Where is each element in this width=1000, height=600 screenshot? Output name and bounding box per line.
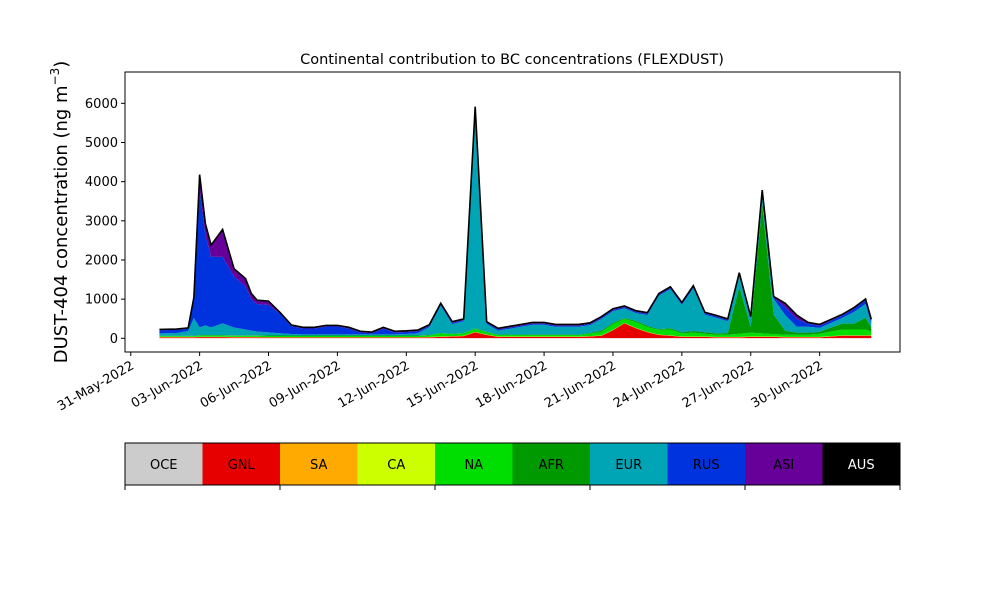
colorbar-swatch-oce <box>125 443 203 485</box>
y-tick-label: 4000 <box>85 175 118 190</box>
area-rus <box>159 107 872 335</box>
total-outline <box>159 106 873 333</box>
colorbar-swatch-ca <box>357 443 435 485</box>
y-axis-ticks: 0 1000 2000 3000 4000 5000 6000 <box>85 97 125 347</box>
colorbar-swatch-na <box>435 443 513 485</box>
y-axis-label-close: ) <box>51 61 72 68</box>
colorbar-label-rus: RUS <box>693 458 720 473</box>
area-na <box>159 318 872 338</box>
colorbar-swatch-rus <box>667 443 745 485</box>
x-tick-label: 18-Jun-2022 <box>473 358 550 411</box>
colorbar-swatch-afr <box>512 443 590 485</box>
colorbar-label-eur: EUR <box>615 458 642 473</box>
colorbar-label-afr: AFR <box>539 458 564 473</box>
colorbar-label-asi: ASI <box>773 458 794 473</box>
y-tick-label: 1000 <box>85 293 118 308</box>
colorbar-swatch-asi <box>745 443 823 485</box>
region-colorbar: OCE GNL SA CA NA AFR EUR RUS ASI AUS <box>124 442 901 490</box>
colorbar-swatch-aus <box>822 443 900 485</box>
y-tick-label: 3000 <box>85 214 118 229</box>
y-tick-label: 6000 <box>85 97 118 112</box>
y-tick-label: 2000 <box>85 253 118 268</box>
y-tick-label: 0 <box>110 332 118 347</box>
chart-title: Continental contribution to BC concentra… <box>300 52 724 68</box>
x-tick-label: 31-May-2022 <box>55 358 137 414</box>
x-tick-label: 27-Jun-2022 <box>680 358 757 411</box>
colorbar-label-aus: AUS <box>848 458 875 473</box>
x-tick-label: 06-Jun-2022 <box>198 358 275 411</box>
x-tick-label: 15-Jun-2022 <box>404 358 481 411</box>
x-tick-label: 24-Jun-2022 <box>611 358 688 411</box>
colorbar-label-sa: SA <box>310 458 327 473</box>
x-tick-label: 09-Jun-2022 <box>267 358 344 411</box>
colorbar-swatch-sa <box>280 443 358 485</box>
plot-frame <box>124 71 901 353</box>
colorbar-swatch-eur <box>590 443 668 485</box>
colorbar-label-gnl: GNL <box>228 458 256 473</box>
x-tick-label: 12-Jun-2022 <box>335 358 412 411</box>
x-tick-label: 03-Jun-2022 <box>129 358 206 411</box>
colorbar-frame <box>124 442 901 486</box>
x-tick-label: 21-Jun-2022 <box>542 358 619 411</box>
y-tick-label: 5000 <box>85 136 118 151</box>
y-axis-label: DUST-404 concentration (ng m−3) <box>48 61 72 364</box>
colorbar-swatch-gnl <box>202 443 280 485</box>
colorbar-label-ca: CA <box>387 458 405 473</box>
stacked-areas <box>159 106 872 339</box>
y-axis-label-main: DUST-404 concentration (ng m <box>51 85 72 363</box>
x-tick-label: 30-Jun-2022 <box>749 358 826 411</box>
y-axis-label-exp: −3 <box>48 68 62 86</box>
x-axis-ticks: 31-May-202203-Jun-202206-Jun-202209-Jun-… <box>55 352 826 414</box>
colorbar-label-na: NA <box>464 458 483 473</box>
colorbar-label-oce: OCE <box>150 458 178 473</box>
